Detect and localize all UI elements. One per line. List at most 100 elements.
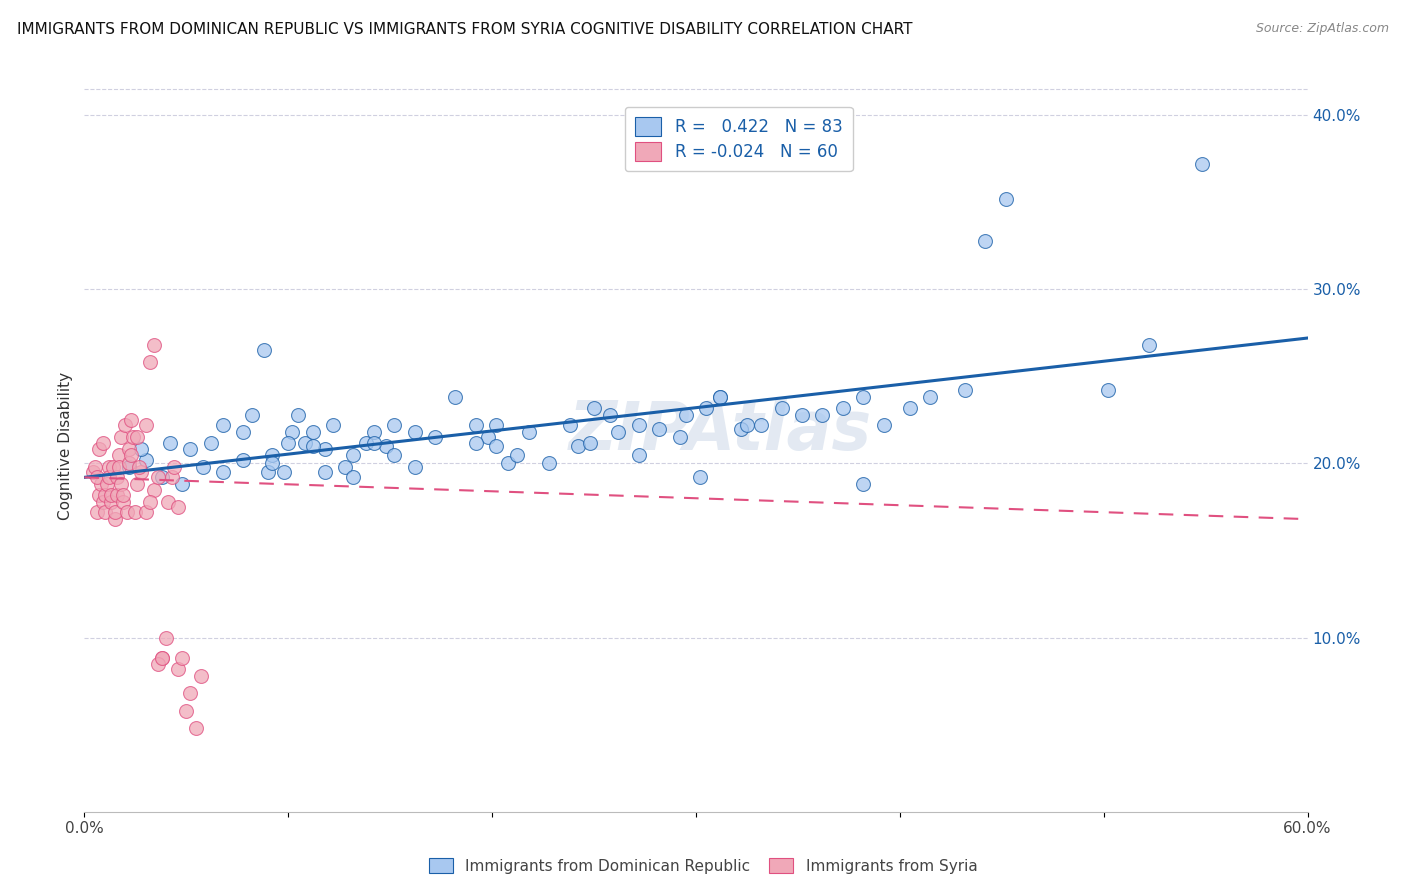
Point xyxy=(127,430,149,444)
Point xyxy=(599,408,621,422)
Point xyxy=(114,418,136,433)
Point xyxy=(105,470,128,484)
Point xyxy=(994,192,1017,206)
Point xyxy=(172,477,194,491)
Point xyxy=(253,343,276,358)
Point xyxy=(404,425,426,439)
Point xyxy=(97,470,120,484)
Point xyxy=(142,483,165,497)
Point xyxy=(87,488,110,502)
Point xyxy=(538,457,561,471)
Point xyxy=(301,425,323,439)
Point xyxy=(335,459,357,474)
Point xyxy=(118,459,141,474)
Point xyxy=(155,631,177,645)
Point xyxy=(485,439,508,453)
Point xyxy=(322,418,344,433)
Point xyxy=(444,390,467,404)
Point xyxy=(852,390,875,404)
Point xyxy=(583,401,606,415)
Point xyxy=(477,430,499,444)
Point xyxy=(120,413,142,427)
Point xyxy=(96,477,118,491)
Point xyxy=(135,418,157,433)
Point xyxy=(150,651,173,665)
Point xyxy=(159,435,181,450)
Point xyxy=(627,448,650,462)
Point xyxy=(87,442,110,457)
Point xyxy=(122,430,145,444)
Point xyxy=(281,425,304,439)
Point xyxy=(342,470,364,484)
Point xyxy=(953,384,976,398)
Point xyxy=(287,408,309,422)
Point xyxy=(100,488,122,502)
Point xyxy=(115,505,138,519)
Legend: R =   0.422   N = 83, R = -0.024   N = 60: R = 0.422 N = 83, R = -0.024 N = 60 xyxy=(624,107,852,171)
Point xyxy=(191,459,214,474)
Point xyxy=(110,477,132,491)
Point xyxy=(91,435,114,450)
Point xyxy=(127,477,149,491)
Point xyxy=(382,418,405,433)
Point xyxy=(150,651,173,665)
Point xyxy=(112,494,135,508)
Point xyxy=(146,470,169,484)
Point xyxy=(1097,384,1119,398)
Point xyxy=(294,435,316,450)
Point xyxy=(464,435,486,450)
Point xyxy=(404,459,426,474)
Point xyxy=(86,470,108,484)
Point xyxy=(627,418,650,433)
Point xyxy=(128,459,150,474)
Point xyxy=(118,457,141,471)
Point xyxy=(179,442,201,457)
Point xyxy=(709,390,731,404)
Point xyxy=(790,408,813,422)
Point xyxy=(97,459,120,474)
Point xyxy=(342,448,364,462)
Point xyxy=(648,421,671,435)
Point xyxy=(156,494,179,508)
Point xyxy=(749,418,772,433)
Point xyxy=(212,465,235,479)
Point xyxy=(179,686,201,700)
Point xyxy=(163,459,186,474)
Point xyxy=(83,459,105,474)
Point xyxy=(689,470,711,484)
Point xyxy=(423,430,446,444)
Point xyxy=(709,390,731,404)
Point xyxy=(108,448,131,462)
Point xyxy=(505,448,527,462)
Y-axis label: Cognitive Disability: Cognitive Disability xyxy=(58,372,73,520)
Point xyxy=(898,401,921,415)
Point xyxy=(273,465,295,479)
Point xyxy=(131,465,153,479)
Point xyxy=(920,390,942,404)
Point xyxy=(382,448,405,462)
Point xyxy=(831,401,853,415)
Point xyxy=(101,459,124,474)
Point xyxy=(974,234,997,248)
Point xyxy=(668,430,690,444)
Point xyxy=(93,505,115,519)
Point xyxy=(354,435,377,450)
Point xyxy=(872,418,894,433)
Point xyxy=(86,505,108,519)
Point xyxy=(257,465,280,479)
Point xyxy=(260,457,283,471)
Point xyxy=(120,448,142,462)
Point xyxy=(93,488,115,502)
Point xyxy=(558,418,581,433)
Point xyxy=(375,439,398,453)
Point xyxy=(112,488,135,502)
Point xyxy=(105,488,128,502)
Point xyxy=(167,500,190,514)
Point xyxy=(91,494,114,508)
Point xyxy=(464,418,486,433)
Point xyxy=(260,448,283,462)
Point xyxy=(118,442,141,457)
Point xyxy=(100,494,122,508)
Point xyxy=(1137,338,1160,352)
Point xyxy=(1191,157,1213,171)
